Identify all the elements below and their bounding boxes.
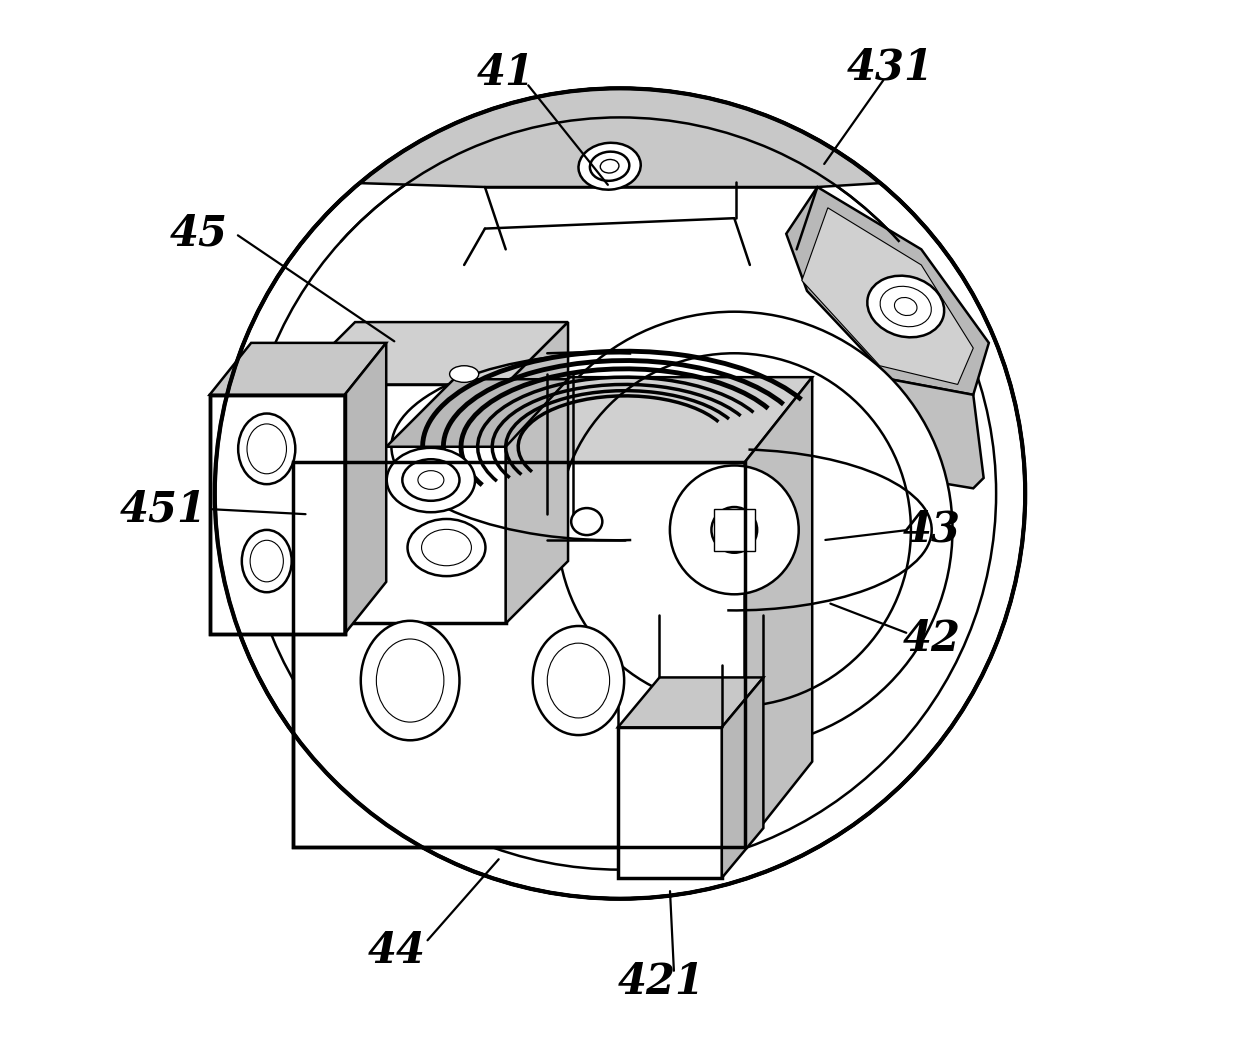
Polygon shape xyxy=(210,395,345,634)
Text: 45: 45 xyxy=(170,213,228,255)
Text: 451: 451 xyxy=(119,488,206,530)
Text: 421: 421 xyxy=(618,961,706,1003)
Text: 44: 44 xyxy=(367,930,425,971)
Polygon shape xyxy=(210,343,386,395)
Polygon shape xyxy=(745,377,812,847)
Polygon shape xyxy=(879,379,983,488)
Polygon shape xyxy=(293,322,568,384)
Ellipse shape xyxy=(450,366,479,382)
Text: 43: 43 xyxy=(903,509,961,551)
Ellipse shape xyxy=(533,627,624,736)
Ellipse shape xyxy=(238,414,295,484)
Text: 431: 431 xyxy=(847,47,934,88)
Text: 41: 41 xyxy=(476,52,534,94)
Circle shape xyxy=(712,507,758,553)
Polygon shape xyxy=(618,727,722,878)
Ellipse shape xyxy=(408,518,485,576)
Ellipse shape xyxy=(387,448,475,512)
Polygon shape xyxy=(786,187,988,395)
Polygon shape xyxy=(618,677,764,727)
Polygon shape xyxy=(722,677,764,878)
Ellipse shape xyxy=(867,275,944,338)
Circle shape xyxy=(670,465,799,594)
Polygon shape xyxy=(713,509,755,551)
Ellipse shape xyxy=(361,621,460,741)
Polygon shape xyxy=(293,384,506,623)
Circle shape xyxy=(215,88,1025,899)
Polygon shape xyxy=(802,208,973,384)
Polygon shape xyxy=(360,88,880,187)
Polygon shape xyxy=(293,462,745,847)
Ellipse shape xyxy=(579,142,641,190)
Text: 42: 42 xyxy=(903,618,961,660)
Polygon shape xyxy=(386,379,568,447)
Polygon shape xyxy=(506,322,568,623)
Ellipse shape xyxy=(572,508,603,535)
Ellipse shape xyxy=(242,530,291,592)
Polygon shape xyxy=(345,343,386,634)
Polygon shape xyxy=(293,377,812,462)
Circle shape xyxy=(516,312,952,748)
